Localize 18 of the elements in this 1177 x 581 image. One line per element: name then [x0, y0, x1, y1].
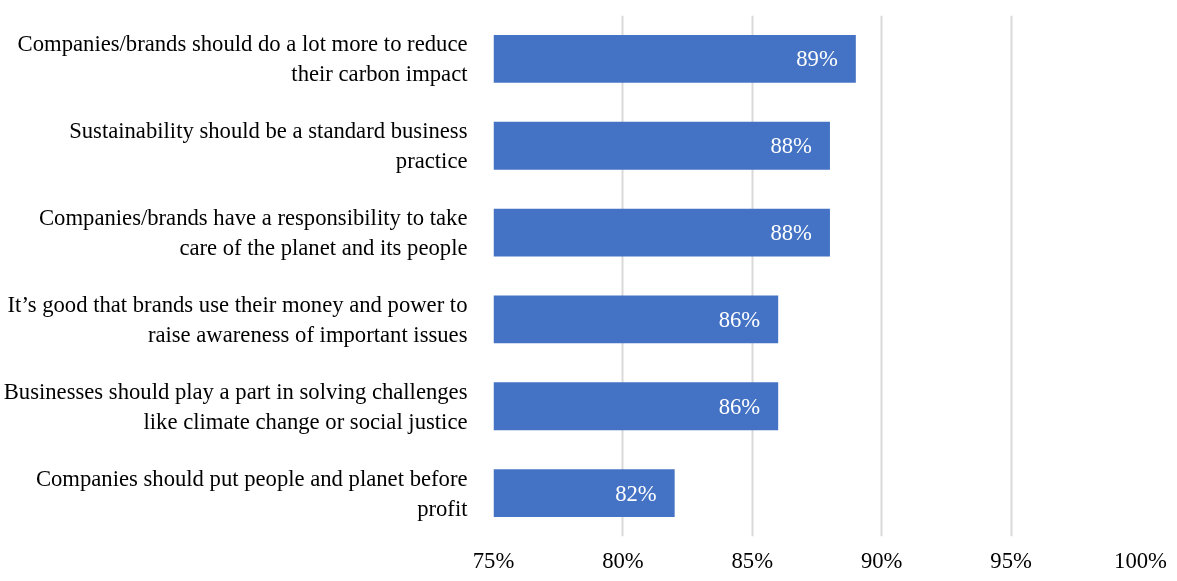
y-tick-label: Businesses should play a part in solving challenges like climate change or social justice — [3, 378, 468, 434]
data-label: 88% — [770, 220, 813, 246]
x-tick-label: 100% — [1114, 547, 1168, 573]
y-tick-label: Companies should put people and planet before profit — [35, 465, 469, 521]
data-label: 88% — [770, 133, 813, 159]
y-tick-label: Companies/brands should do a lot more to reduce their carbon impact — [17, 31, 469, 87]
data-label: 86% — [718, 306, 761, 332]
x-tick-label: 95% — [990, 547, 1032, 573]
x-tick-label: 90% — [860, 547, 903, 573]
data-label: 89% — [796, 46, 838, 72]
x-tick-label: 75% — [472, 547, 515, 573]
x-tick-label: 85% — [731, 547, 774, 573]
y-tick-label: It’s good that brands use their money and power to raise awareness of important issues — [7, 291, 468, 347]
y-tick-label: Companies/brands have a responsibility to take care of the planet and its people — [39, 205, 468, 261]
y-tick-label: Sustainability should be a standard business practice — [69, 118, 468, 174]
data-label: 86% — [718, 393, 761, 419]
data-label: 82% — [615, 480, 657, 506]
x-tick-label: 80% — [602, 547, 644, 573]
